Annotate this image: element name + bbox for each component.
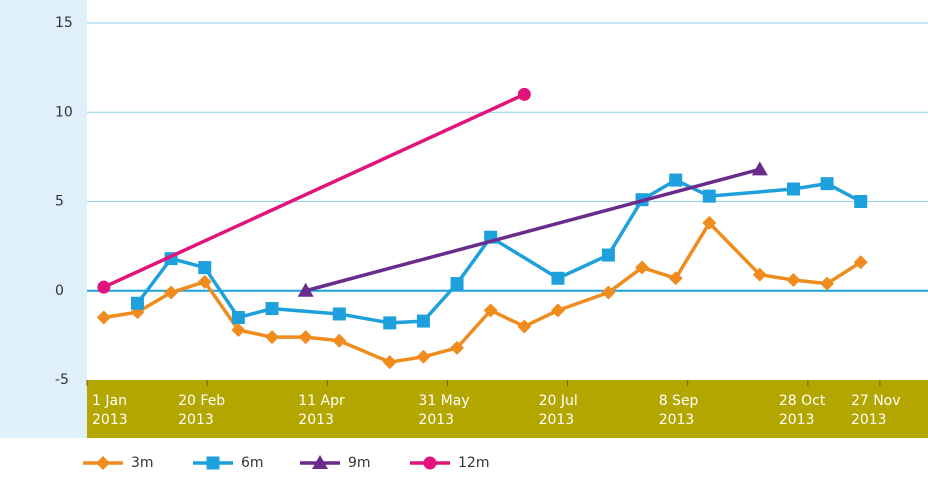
point [96,310,111,325]
y-axis-panel [0,0,87,438]
point [668,271,683,286]
x-axis-band [87,380,928,438]
point [601,248,615,262]
x-tick-label: 28 Oct 2013 [778,393,826,428]
point [164,285,179,300]
point [517,319,532,334]
x-tick-label: 20 Feb 2013 [178,393,226,428]
point [702,215,717,230]
point [450,277,464,291]
point [197,274,212,289]
series-line [305,167,761,293]
x-tick-label: 8 Sep 2013 [658,393,699,428]
point [231,323,246,338]
y-tick-label: 5 [55,194,64,210]
point [97,280,111,294]
y-tick-label: 15 [55,15,73,31]
x-tick-label: 20 Jul 2013 [538,393,578,428]
point [669,173,683,187]
point [551,271,565,285]
x-tick-label: 1 Jan 2013 [92,393,128,428]
point [854,195,868,208]
point [635,260,650,275]
point [198,261,212,275]
point [786,273,801,288]
point [416,314,430,328]
legend-label: 12m [458,455,489,471]
y-tick-label: 10 [55,104,73,120]
point [550,303,565,318]
point [601,285,616,300]
y-tick-label: -5 [55,372,69,388]
point [853,255,868,270]
x-tick-label: 27 Nov 2013 [850,393,901,428]
legend-marker [96,456,110,470]
legend-marker [206,456,220,470]
point [702,189,716,203]
point [820,177,834,191]
point [517,87,531,101]
legend-marker [423,456,437,470]
point [483,303,498,318]
x-tick-label: 11 Apr 2013 [298,393,345,428]
point [231,311,245,325]
legend-label: 3m [131,455,154,471]
legend-label: 9m [348,455,371,471]
point [297,282,314,297]
y-tick-label: 0 [55,283,64,299]
point [130,296,144,310]
point [265,302,279,316]
point [751,161,768,176]
point [298,330,313,345]
point [416,349,431,364]
point [450,340,465,355]
series-line [103,92,526,289]
x-tick-label: 31 May 2013 [418,393,470,428]
series-line [103,221,862,364]
point [265,330,280,345]
point [332,307,346,321]
point [752,267,767,282]
point [820,276,835,291]
point [786,182,800,196]
point [382,355,397,370]
point [383,316,397,330]
legend-marker [312,455,328,469]
point [332,333,347,348]
series-line [136,178,862,325]
legend-label: 6m [241,455,264,471]
